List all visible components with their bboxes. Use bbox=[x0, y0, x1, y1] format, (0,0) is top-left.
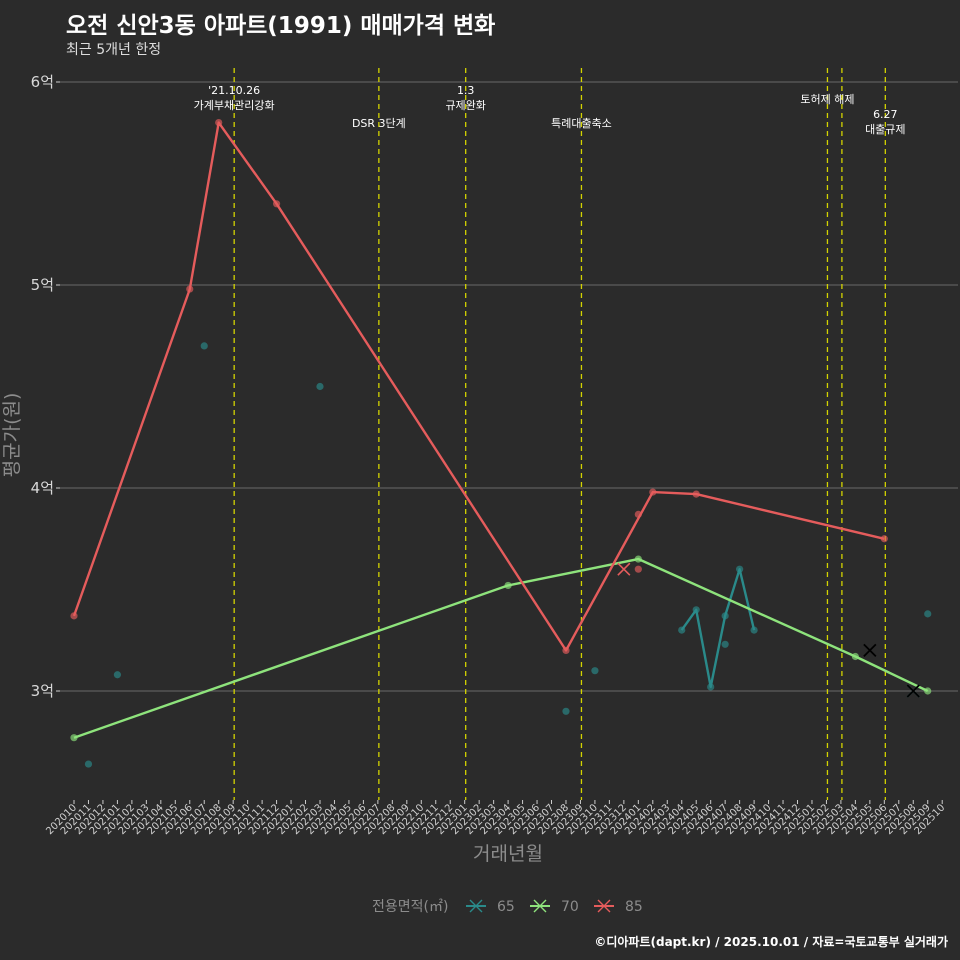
series-line bbox=[72, 121, 885, 652]
data-point bbox=[316, 382, 324, 391]
legend-swatch-cross bbox=[597, 899, 611, 913]
axis-layer: 3억4억5억6억20201020201120201220210120210220… bbox=[31, 73, 948, 837]
data-point bbox=[84, 760, 93, 768]
y-tick-label: 3억 bbox=[31, 682, 54, 700]
legend-swatch-cross bbox=[469, 899, 483, 913]
x-axis-title: 거래년월 bbox=[473, 843, 543, 865]
data-point bbox=[562, 707, 570, 715]
series-70 bbox=[70, 555, 932, 742]
cross-marker bbox=[906, 684, 920, 698]
source-caption: ©디아파트(dapt.kr) / 2025.10.01 / 자료=국토교통부 실… bbox=[594, 935, 948, 949]
legend-swatch-cross bbox=[533, 899, 547, 913]
event-label: '21.10.26 bbox=[208, 84, 260, 97]
event-label: 6.27 bbox=[873, 108, 898, 121]
legend-label: 85 bbox=[625, 899, 643, 915]
legend-label: 65 bbox=[497, 899, 515, 915]
series-line bbox=[680, 568, 756, 689]
legend-title: 전용면적(㎡) bbox=[372, 899, 448, 915]
data-point bbox=[591, 667, 599, 675]
chart-title: 오전 신안3동 아파트(1991) 매매가격 변화 bbox=[66, 13, 496, 39]
data-point bbox=[880, 535, 888, 543]
legend: 전용면적(㎡) 65 70 85 bbox=[372, 899, 643, 915]
event-label: 가계부채관리강화 bbox=[194, 99, 275, 112]
legend-label: 70 bbox=[561, 899, 579, 915]
data-point bbox=[634, 565, 642, 573]
event-label: 대출규제 bbox=[865, 123, 905, 136]
series-layer bbox=[70, 119, 932, 768]
y-tick-label: 6억 bbox=[31, 73, 54, 91]
event-label: 특례대출축소 bbox=[551, 117, 612, 130]
event-label: 규제완화 bbox=[445, 99, 485, 112]
cross-marker bbox=[617, 562, 631, 576]
series-line bbox=[73, 557, 929, 739]
data-point bbox=[924, 610, 932, 618]
series-85 bbox=[70, 119, 888, 655]
data-point bbox=[721, 640, 729, 648]
series-65 bbox=[84, 342, 932, 768]
y-tick-label: 4억 bbox=[31, 479, 54, 497]
grid-layer bbox=[60, 81, 958, 692]
cross-marker bbox=[863, 643, 877, 658]
y-tick-label: 5억 bbox=[31, 276, 54, 294]
event-label: 1.3 bbox=[457, 84, 475, 97]
event-label: DSR 3단계 bbox=[352, 117, 406, 130]
data-point bbox=[200, 342, 208, 350]
data-point bbox=[113, 671, 122, 679]
event-label: 토허제 해제 bbox=[800, 92, 854, 106]
y-axis-title: 평균가(원) bbox=[1, 393, 23, 478]
chart-subtitle: 최근 5개년 한정 bbox=[66, 42, 162, 58]
